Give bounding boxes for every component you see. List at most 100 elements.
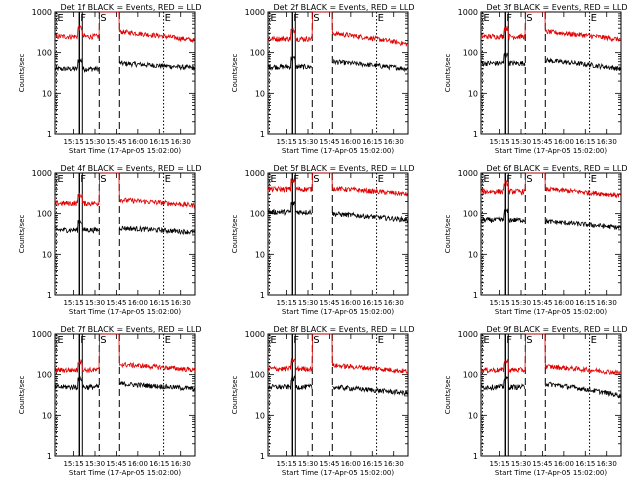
plot-frame — [267, 11, 409, 135]
y-tick-label: 1 — [47, 452, 52, 461]
x-tick-label: 16:30 — [384, 460, 404, 468]
x-axis-label: Start Time (17-Apr-05 15:02:00) — [69, 147, 181, 155]
y-axis-label: Counts/sec — [18, 54, 26, 93]
x-tick-label: 15:45 — [532, 460, 552, 468]
lld-series-line — [118, 197, 196, 209]
y-tick-label: 1000 — [245, 8, 265, 17]
x-axis-label: Start Time (17-Apr-05 15:02:00) — [282, 147, 394, 155]
event-marker-label: S — [313, 335, 319, 346]
lld-series-line — [544, 29, 622, 43]
events-series-line — [331, 58, 409, 73]
lld-series-line — [544, 364, 622, 376]
x-tick-label: 15:45 — [532, 299, 552, 307]
subplot-det-7: Det 7f BLACK = Events, RED = LLD 1 10 100 10… — [18, 325, 202, 477]
x-tick-label: 15:45 — [319, 299, 339, 307]
lld-series-line — [118, 28, 195, 43]
x-tick-label: 16:30 — [384, 299, 404, 307]
x-tick-label: 15:30 — [85, 299, 105, 307]
x-tick-label: 15:15 — [63, 460, 83, 468]
events-series-line — [118, 225, 196, 236]
lld-series-line — [267, 11, 333, 43]
x-tick-label: 15:45 — [319, 460, 339, 468]
y-tick-label: 100 — [250, 210, 265, 219]
lld-series-line — [480, 333, 546, 374]
event-marker-label: F — [506, 174, 512, 185]
lld-series-line — [267, 333, 333, 373]
y-axis-label: Counts/sec — [444, 54, 452, 93]
subplot-title: Det 9f BLACK = Events, RED = LLD — [486, 325, 627, 334]
y-tick-label: 10 — [468, 411, 478, 420]
event-marker-label: S — [526, 13, 532, 24]
x-tick-label: 16:30 — [171, 138, 191, 146]
lld-series-line — [480, 11, 546, 41]
x-tick-label: 16:15 — [362, 138, 382, 146]
y-tick-label: 1000 — [32, 330, 52, 339]
plot-frame — [267, 333, 409, 457]
event-marker-label: F — [293, 13, 299, 24]
x-tick-label: 16:00 — [128, 299, 148, 307]
subplot-title: Det 6f BLACK = Events, RED = LLD — [486, 164, 627, 173]
x-tick-label: 16:30 — [597, 138, 617, 146]
subplot-det-8: Det 8f BLACK = Events, RED = LLD 1 10 100 10… — [231, 325, 415, 477]
y-tick-label: 10 — [468, 89, 478, 98]
subplot-title: Det 5f BLACK = Events, RED = LLD — [273, 164, 414, 173]
lld-series-line — [118, 361, 196, 373]
event-marker-label: E — [165, 13, 171, 24]
x-tick-label: 15:30 — [298, 138, 318, 146]
event-marker-label: F — [80, 335, 86, 346]
event-marker-label: E — [57, 335, 63, 346]
lld-series-line — [54, 172, 120, 207]
event-marker-label: F — [293, 335, 299, 346]
event-marker-label: F — [293, 174, 299, 185]
x-tick-label: 16:15 — [575, 299, 595, 307]
subplot-det-9: Det 9f BLACK = Events, RED = LLD 1 10 100 10… — [444, 325, 628, 477]
x-tick-label: 16:30 — [171, 460, 191, 468]
y-tick-label: 10 — [255, 89, 265, 98]
events-series-line — [332, 384, 409, 397]
event-marker-label: E — [483, 335, 489, 346]
x-axis-label: Start Time (17-Apr-05 15:02:00) — [69, 469, 181, 477]
x-axis-label: Start Time (17-Apr-05 15:02:00) — [69, 308, 181, 316]
y-tick-label: 100 — [463, 371, 478, 380]
event-marker-label: E — [270, 174, 276, 185]
subplot-title: Det 4f BLACK = Events, RED = LLD — [60, 164, 201, 173]
plot-frame — [480, 172, 622, 296]
y-tick-label: 1 — [473, 291, 478, 300]
plot-frame — [54, 333, 196, 457]
lld-series-line — [331, 186, 409, 197]
events-series-line — [54, 376, 100, 391]
events-series-line — [544, 57, 622, 71]
y-axis-label: Counts/sec — [444, 215, 452, 254]
x-tick-label: 15:30 — [511, 460, 531, 468]
event-marker-label: E — [591, 174, 597, 185]
y-tick-label: 1000 — [245, 330, 265, 339]
x-tick-label: 15:15 — [63, 299, 83, 307]
event-marker-label: F — [80, 174, 86, 185]
event-marker-label: E — [165, 335, 171, 346]
y-tick-label: 100 — [37, 49, 52, 58]
y-tick-label: 100 — [250, 371, 265, 380]
lld-series-line — [54, 11, 120, 41]
subplot-title: Det 7f BLACK = Events, RED = LLD — [60, 325, 201, 334]
x-tick-label: 15:30 — [511, 138, 531, 146]
x-tick-label: 16:15 — [575, 138, 595, 146]
event-marker-label: E — [165, 174, 171, 185]
event-marker-label: E — [57, 174, 63, 185]
y-tick-label: 100 — [37, 371, 52, 380]
x-tick-label: 16:00 — [128, 138, 148, 146]
events-series-line — [267, 201, 313, 217]
x-tick-label: 15:15 — [276, 460, 296, 468]
x-tick-label: 16:30 — [597, 460, 617, 468]
x-tick-label: 16:00 — [341, 299, 361, 307]
y-tick-label: 10 — [42, 250, 52, 259]
x-axis-label: Start Time (17-Apr-05 15:02:00) — [282, 469, 394, 477]
subplot-title: Det 2f BLACK = Events, RED = LLD — [273, 3, 414, 12]
lld-series-line — [54, 333, 120, 374]
events-series-line — [267, 55, 313, 71]
event-marker-label: E — [270, 335, 276, 346]
y-axis-label: Counts/sec — [231, 215, 239, 254]
x-tick-label: 16:15 — [149, 460, 169, 468]
events-series-line — [480, 376, 526, 392]
events-series-line — [267, 374, 313, 390]
x-tick-label: 15:30 — [298, 299, 318, 307]
